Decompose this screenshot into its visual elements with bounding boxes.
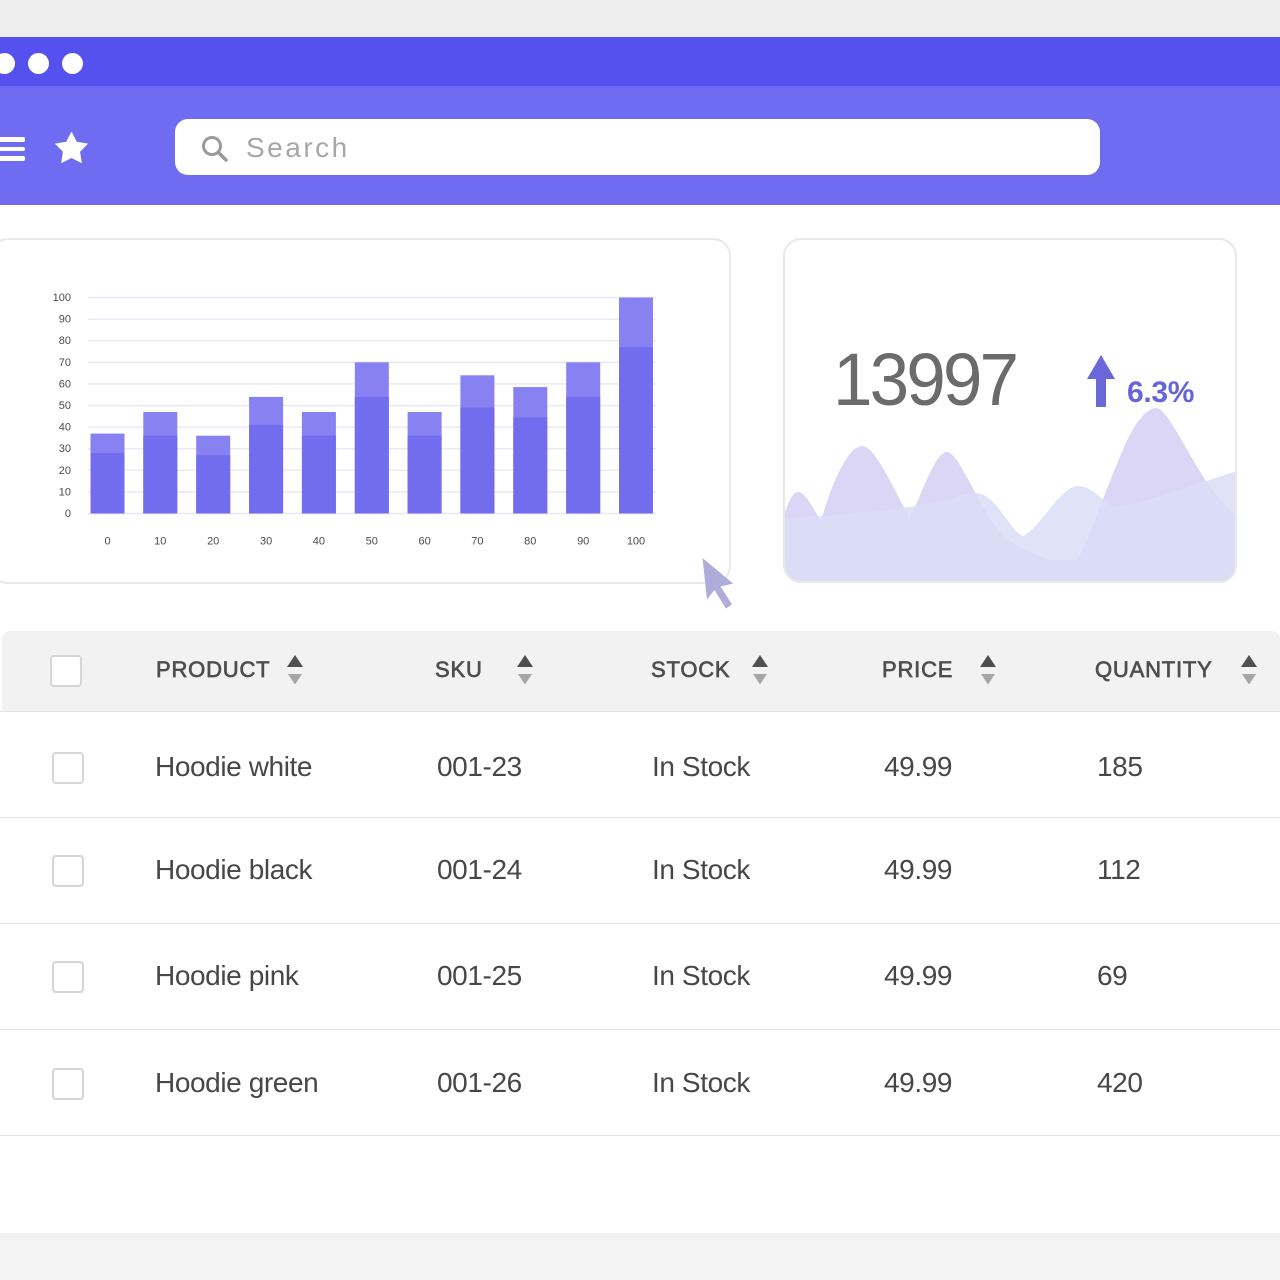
svg-text:0: 0 <box>65 508 71 520</box>
svg-text:20: 20 <box>59 465 71 477</box>
svg-text:100: 100 <box>627 536 645 548</box>
svg-text:40: 40 <box>313 536 325 548</box>
svg-text:90: 90 <box>59 314 71 326</box>
svg-text:60: 60 <box>59 378 71 390</box>
svg-text:20: 20 <box>207 536 219 548</box>
svg-text:40: 40 <box>59 422 71 434</box>
svg-text:30: 30 <box>260 536 272 548</box>
svg-text:80: 80 <box>524 536 536 548</box>
svg-text:70: 70 <box>471 536 483 548</box>
svg-text:90: 90 <box>577 536 589 548</box>
svg-text:100: 100 <box>53 292 71 304</box>
svg-text:10: 10 <box>59 486 71 498</box>
svg-text:50: 50 <box>366 536 378 548</box>
svg-text:0: 0 <box>104 536 110 548</box>
svg-text:30: 30 <box>59 443 71 455</box>
svg-text:70: 70 <box>59 357 71 369</box>
svg-text:60: 60 <box>418 536 430 548</box>
svg-text:10: 10 <box>154 536 166 548</box>
svg-text:50: 50 <box>59 400 71 412</box>
svg-text:80: 80 <box>59 335 71 347</box>
